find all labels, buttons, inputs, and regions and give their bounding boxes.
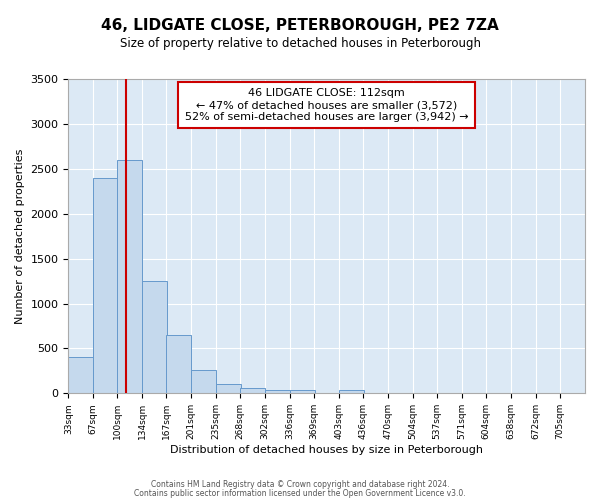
Bar bbox=[290, 390, 315, 394]
Bar bbox=[191, 370, 216, 394]
Bar bbox=[118, 160, 142, 394]
Text: 46, LIDGATE CLOSE, PETERBOROUGH, PE2 7ZA: 46, LIDGATE CLOSE, PETERBOROUGH, PE2 7ZA bbox=[101, 18, 499, 32]
Bar bbox=[265, 390, 290, 394]
Text: Contains HM Land Registry data © Crown copyright and database right 2024.: Contains HM Land Registry data © Crown c… bbox=[151, 480, 449, 489]
Bar bbox=[93, 178, 118, 394]
Bar bbox=[216, 384, 241, 394]
Bar bbox=[339, 390, 364, 394]
Y-axis label: Number of detached properties: Number of detached properties bbox=[15, 148, 25, 324]
Bar bbox=[166, 335, 191, 394]
Bar bbox=[241, 388, 265, 394]
Bar bbox=[142, 281, 167, 394]
X-axis label: Distribution of detached houses by size in Peterborough: Distribution of detached houses by size … bbox=[170, 445, 483, 455]
Text: 46 LIDGATE CLOSE: 112sqm
← 47% of detached houses are smaller (3,572)
52% of sem: 46 LIDGATE CLOSE: 112sqm ← 47% of detach… bbox=[185, 88, 469, 122]
Text: Contains public sector information licensed under the Open Government Licence v3: Contains public sector information licen… bbox=[134, 488, 466, 498]
Text: Size of property relative to detached houses in Peterborough: Size of property relative to detached ho… bbox=[119, 38, 481, 51]
Bar bbox=[68, 358, 93, 394]
